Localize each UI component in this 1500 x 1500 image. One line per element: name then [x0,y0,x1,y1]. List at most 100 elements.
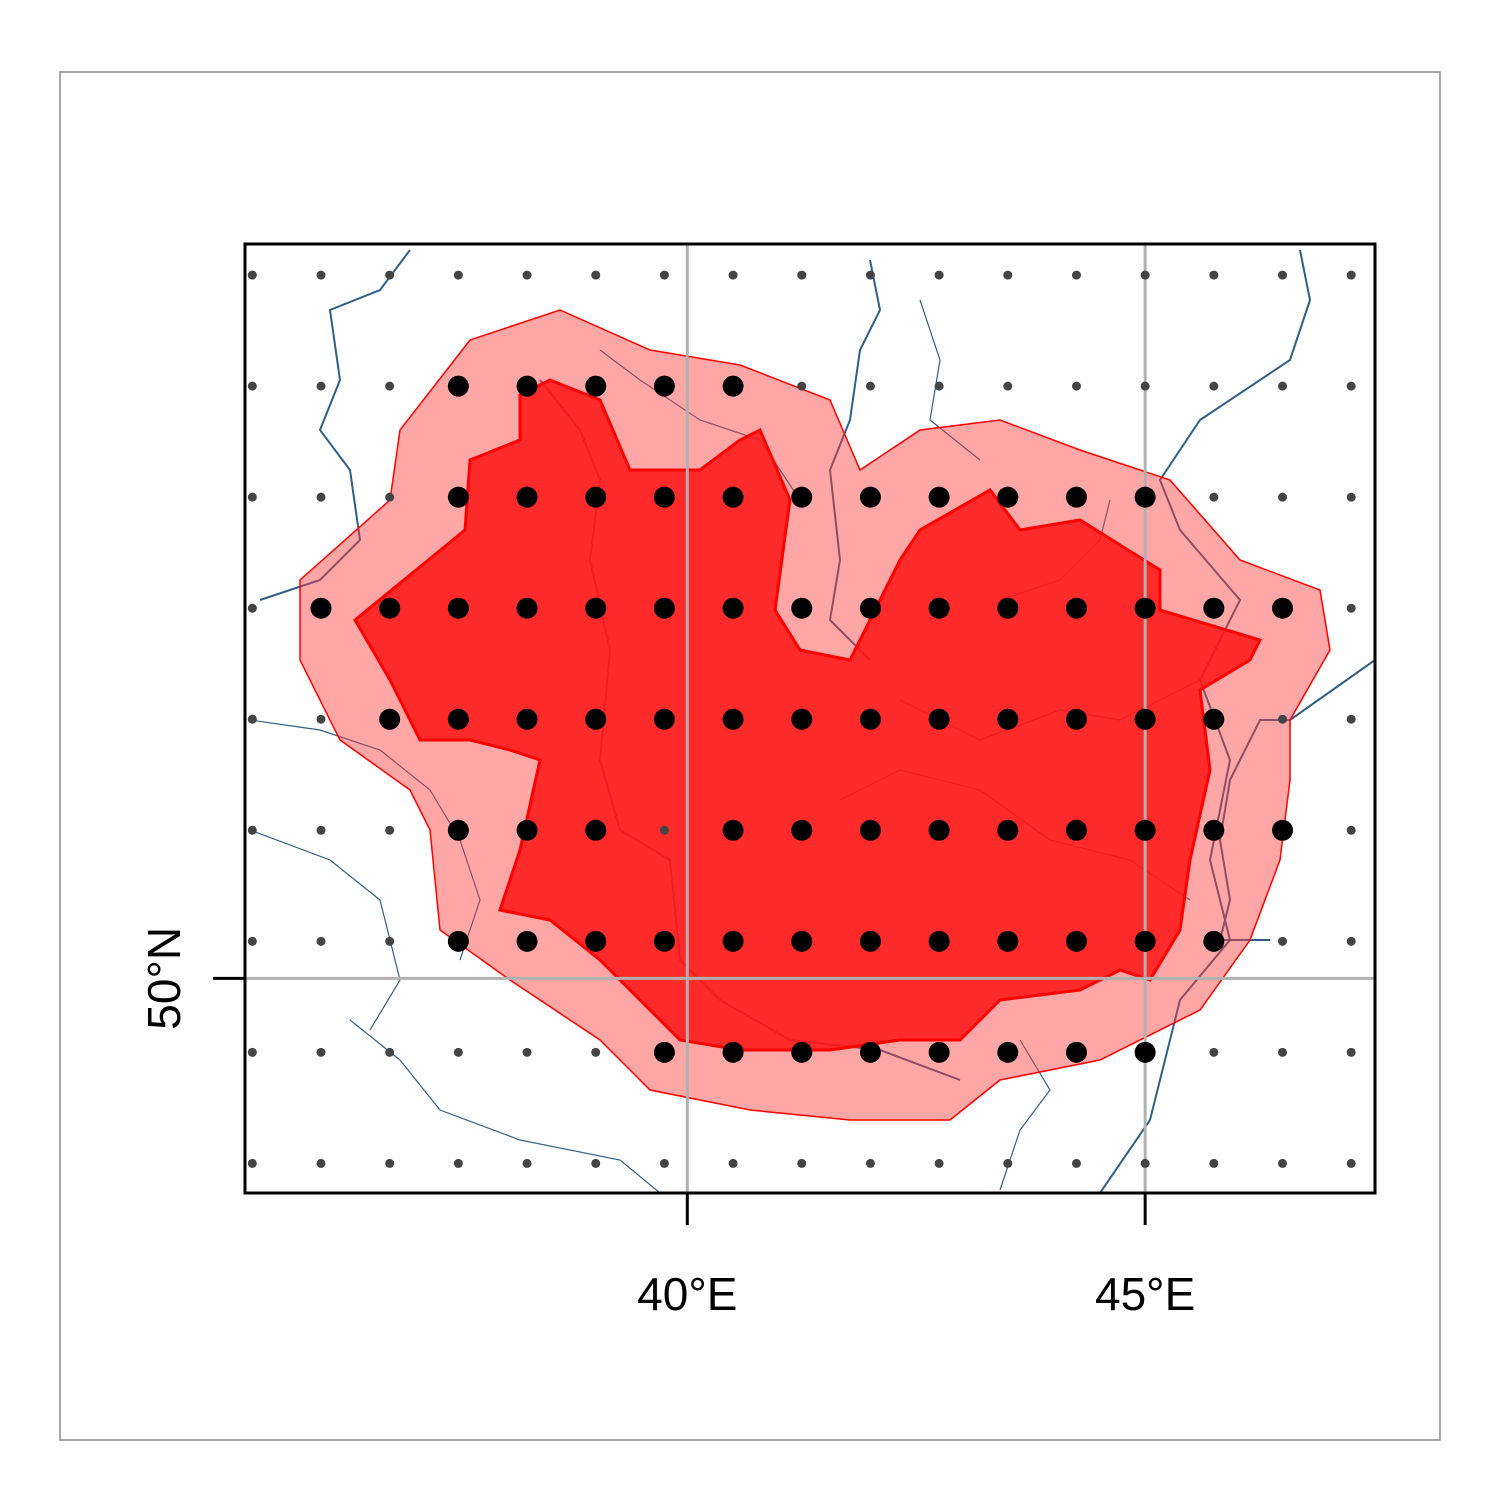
grid-point [247,603,257,613]
grid-point [1346,1158,1356,1168]
grid-point [865,270,875,280]
selected-point [1272,597,1294,619]
grid-point [247,825,257,835]
grid-point [934,270,944,280]
selected-point [1065,819,1087,841]
grid-point [1346,825,1356,835]
selected-point [653,375,675,397]
selected-point [447,375,469,397]
grid-point [1071,270,1081,280]
selected-point [859,1041,881,1063]
grid-point [385,825,395,835]
selected-point [859,819,881,841]
grid-point [1140,1158,1150,1168]
grid-point [247,270,257,280]
river [828,259,882,661]
selected-point [722,1041,744,1063]
grid-point [1346,936,1356,946]
selected-point [859,486,881,508]
selected-point [585,375,607,397]
grid-point [247,936,257,946]
grid-point [316,1158,326,1168]
selected-point [722,930,744,952]
selected-point [928,1041,950,1063]
grid-point [1346,714,1356,724]
figure-border [59,71,1441,1441]
selected-point [722,597,744,619]
grid-point [522,270,532,280]
grid-point [316,381,326,391]
selected-point [1065,930,1087,952]
grid-point [659,825,669,835]
selected-point [447,819,469,841]
grid-point [247,381,257,391]
selected-point [791,819,813,841]
grid-point [1209,381,1219,391]
grid-point [1278,936,1288,946]
selected-point [1134,819,1156,841]
selected-point [585,597,607,619]
grid-point [247,1158,257,1168]
grid-point [659,1158,669,1168]
grid-point [797,270,807,280]
selected-point [447,930,469,952]
selected-point [928,597,950,619]
grid-point [1003,270,1013,280]
river [249,829,401,1031]
selected-point [516,597,538,619]
selected-point [791,1041,813,1063]
grid-point [1346,603,1356,613]
selected-point [379,708,401,730]
selected-point [997,486,1019,508]
selected-point [1134,486,1156,508]
grid-point [316,492,326,502]
selected-point [928,486,950,508]
grid-point [1278,714,1288,724]
selected-point [516,486,538,508]
selected-point [653,708,675,730]
selected-point [1203,597,1225,619]
selected-point [1065,597,1087,619]
grid-point [385,381,395,391]
grid-point [865,381,875,391]
selected-point [722,486,744,508]
grid-point [1071,1158,1081,1168]
river [249,719,481,961]
selected-point [1065,1041,1087,1063]
grid-point [1003,381,1013,391]
grid-point [1209,1047,1219,1057]
map-frame [243,242,1377,1195]
grid-point [728,270,738,280]
x-tick-label: 40°E [637,1268,737,1320]
selected-point [585,930,607,952]
grid-point [1209,270,1219,280]
grid-point [1346,1047,1356,1057]
axes: 40°E 45°E 50°N [138,927,1195,1320]
selected-point [447,486,469,508]
selected-point [1203,819,1225,841]
grid-point [453,1047,463,1057]
y-tick-label: 50°N [138,927,190,1030]
selected-point [653,597,675,619]
grid-point [385,936,395,946]
selected-point [1134,1041,1156,1063]
map-layers [245,244,1375,1193]
river [259,249,411,601]
selected-point [997,930,1019,952]
grid-point [797,381,807,391]
selected-point [859,597,881,619]
selected-point [859,930,881,952]
grid-point [1278,492,1288,502]
grid-point [1209,492,1219,502]
selected-point [585,486,607,508]
selected-point [516,819,538,841]
selected-point [310,597,332,619]
x-tick-label: 45°E [1095,1268,1195,1320]
grid-point [1346,381,1356,391]
grid-point [247,714,257,724]
grid-point [1140,381,1150,391]
points [247,270,1356,1168]
grid-point [385,492,395,502]
selected-point [653,486,675,508]
